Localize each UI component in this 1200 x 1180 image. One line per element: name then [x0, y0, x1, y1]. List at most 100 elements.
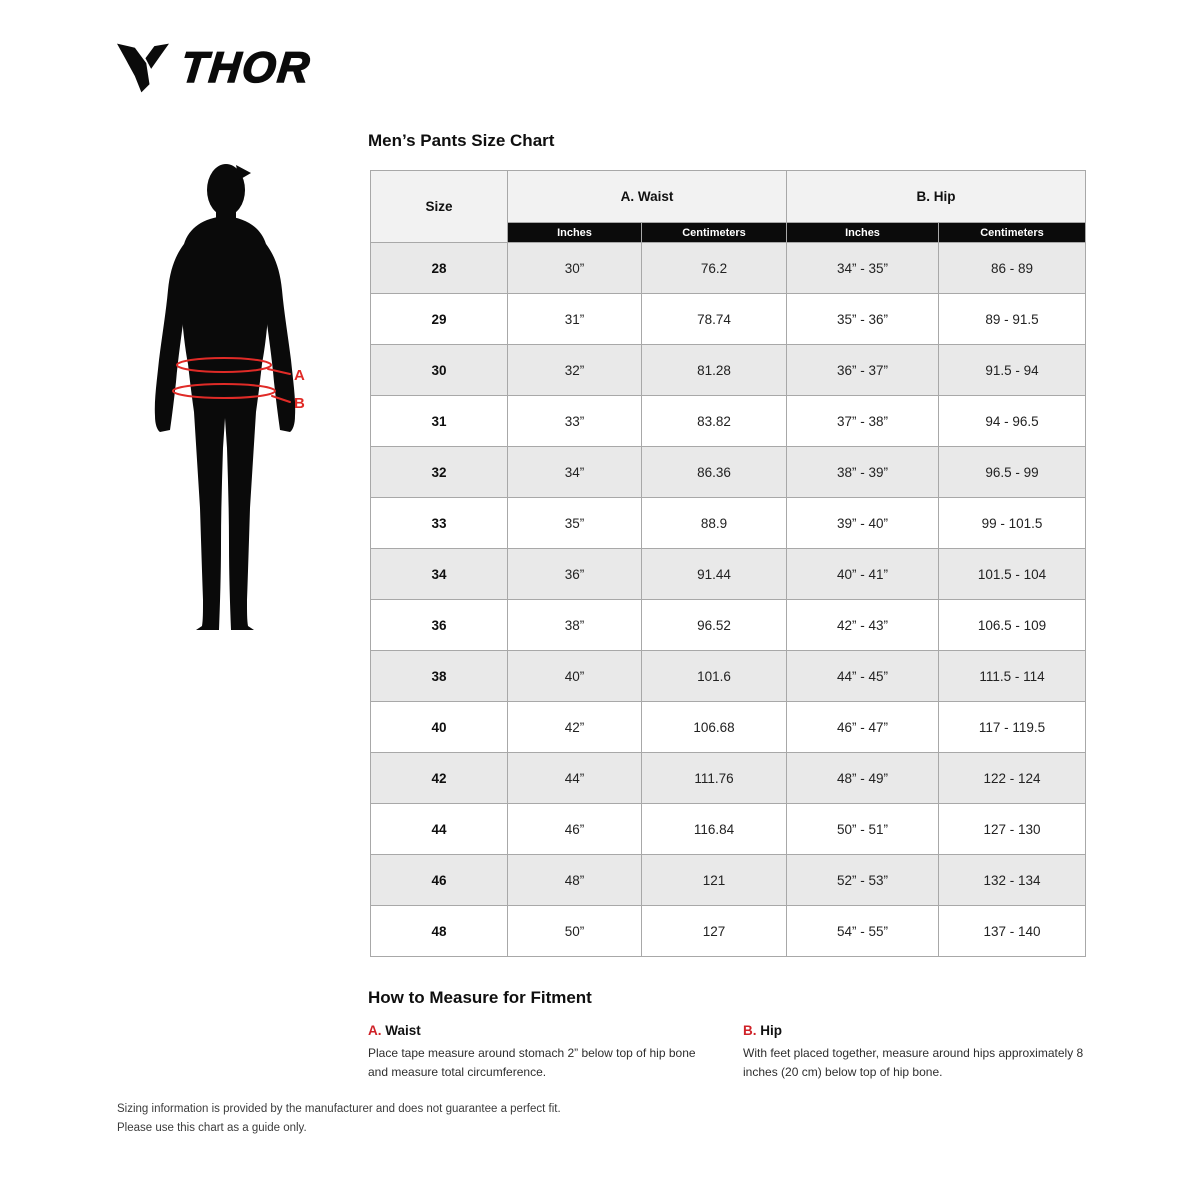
silhouette-right-arm	[260, 244, 296, 432]
subheader-hip-centimeters: Centimeters	[938, 222, 1087, 243]
cell-hip_cm: 94 - 96.5	[938, 395, 1087, 447]
measure-hip-heading: B. Hip	[743, 1023, 1113, 1038]
cell-waist_in: 50”	[507, 905, 642, 957]
brand-logo: THOR	[117, 42, 314, 94]
size-table-body: 28 30” 76.2 34” - 35” 86 - 89 29 31” 78.74 35” -…	[370, 242, 1087, 957]
table-row: 48 50” 127 54” - 55” 137 - 140	[370, 905, 1087, 957]
table-row: 46 48” 121 52” - 53” 132 - 134	[370, 854, 1087, 906]
cell-hip_cm: 122 - 124	[938, 752, 1087, 804]
cell-hip_in: 42” - 43”	[786, 599, 940, 651]
table-row: 42 44” 111.76 48” - 49” 122 - 124	[370, 752, 1087, 804]
measure-waist-text: Place tape measure around stomach 2” bel…	[368, 1046, 696, 1079]
table-row: 29 31” 78.74 35” - 36” 89 - 91.5	[370, 293, 1087, 345]
silhouette-torso-legs	[179, 216, 271, 630]
cell-hip_in: 50” - 51”	[786, 803, 940, 855]
cell-hip_in: 38” - 39”	[786, 446, 940, 498]
cell-hip_in: 37” - 38”	[786, 395, 940, 447]
cell-waist_cm: 101.6	[640, 650, 788, 702]
measure-hip-name: Hip	[760, 1023, 783, 1038]
cell-waist_cm: 111.76	[640, 752, 788, 804]
subheader-waist-inches: Inches	[507, 222, 642, 243]
cell-hip_in: 54” - 55”	[786, 905, 940, 957]
table-row: 40 42” 106.68 46” - 47” 117 - 119.5	[370, 701, 1087, 753]
cell-hip_cm: 101.5 - 104	[938, 548, 1087, 600]
cell-hip_cm: 86 - 89	[938, 242, 1087, 294]
cell-waist_in: 48”	[507, 854, 642, 906]
size-table: Size A. Waist B. Hip Inches Centimeters …	[370, 170, 1087, 957]
cell-hip_cm: 106.5 - 109	[938, 599, 1087, 651]
cell-waist_cm: 76.2	[640, 242, 788, 294]
cell-waist_in: 44”	[507, 752, 642, 804]
cell-waist_in: 33”	[507, 395, 642, 447]
cell-waist_cm: 116.84	[640, 803, 788, 855]
waist-leader-line	[267, 368, 291, 375]
table-row: 44 46” 116.84 50” - 51” 127 - 130	[370, 803, 1087, 855]
cell-waist_cm: 106.68	[640, 701, 788, 753]
measure-waist-letter: A.	[368, 1023, 382, 1038]
cell-size: 32	[370, 446, 508, 498]
cell-waist_in: 30”	[507, 242, 642, 294]
cell-hip_cm: 137 - 140	[938, 905, 1087, 957]
subheader-waist-centimeters: Centimeters	[640, 222, 788, 243]
cell-size: 48	[370, 905, 508, 957]
cell-waist_in: 32”	[507, 344, 642, 396]
measure-waist-name: Waist	[385, 1023, 421, 1038]
silhouette-left-arm	[154, 244, 190, 432]
cell-size: 34	[370, 548, 508, 600]
mens-body-silhouette: A B	[154, 164, 305, 630]
cell-size: 44	[370, 803, 508, 855]
cell-hip_cm: 96.5 - 99	[938, 446, 1087, 498]
cell-hip_in: 48” - 49”	[786, 752, 940, 804]
cell-waist_cm: 78.74	[640, 293, 788, 345]
cell-waist_cm: 127	[640, 905, 788, 957]
cell-waist_in: 46”	[507, 803, 642, 855]
cell-hip_in: 44” - 45”	[786, 650, 940, 702]
cell-waist_in: 36”	[507, 548, 642, 600]
cell-waist_cm: 121	[640, 854, 788, 906]
cell-size: 31	[370, 395, 508, 447]
howto-title: How to Measure for Fitment	[368, 988, 592, 1007]
subheader-hip-inches: Inches	[786, 222, 940, 243]
cell-waist_in: 34”	[507, 446, 642, 498]
cell-waist_in: 38”	[507, 599, 642, 651]
table-row: 28 30” 76.2 34” - 35” 86 - 89	[370, 242, 1087, 294]
cell-waist_cm: 88.9	[640, 497, 788, 549]
footer-note: Sizing information is provided by the ma…	[117, 1100, 561, 1138]
waist-measure-line	[176, 357, 272, 373]
cell-waist_cm: 96.52	[640, 599, 788, 651]
measure-waist-block: A. Waist Place tape measure around stoma…	[368, 1023, 713, 1081]
waist-label-a: A	[294, 367, 305, 384]
header-hip: B. Hip	[786, 170, 1087, 223]
cell-size: 40	[370, 701, 508, 753]
cell-waist_cm: 81.28	[640, 344, 788, 396]
cell-hip_cm: 127 - 130	[938, 803, 1087, 855]
cell-hip_cm: 117 - 119.5	[938, 701, 1087, 753]
cell-size: 42	[370, 752, 508, 804]
cell-waist_in: 40”	[507, 650, 642, 702]
cell-waist_in: 35”	[507, 497, 642, 549]
cell-hip_in: 46” - 47”	[786, 701, 940, 753]
page-title: Men’s Pants Size Chart	[368, 131, 555, 150]
cell-waist_in: 42”	[507, 701, 642, 753]
cell-size: 30	[370, 344, 508, 396]
cell-hip_in: 34” - 35”	[786, 242, 940, 294]
cell-hip_in: 36” - 37”	[786, 344, 940, 396]
cell-waist_in: 31”	[507, 293, 642, 345]
hip-label-b: B	[294, 395, 305, 412]
thor-horns-icon	[117, 43, 169, 93]
cell-size: 28	[370, 242, 508, 294]
cell-hip_cm: 111.5 - 114	[938, 650, 1087, 702]
cell-hip_in: 40” - 41”	[786, 548, 940, 600]
cell-size: 29	[370, 293, 508, 345]
cell-hip_cm: 89 - 91.5	[938, 293, 1087, 345]
cell-size: 46	[370, 854, 508, 906]
table-row: 38 40” 101.6 44” - 45” 111.5 - 114	[370, 650, 1087, 702]
header-waist: A. Waist	[506, 170, 788, 223]
cell-hip_in: 35” - 36”	[786, 293, 940, 345]
measure-hip-letter: B.	[743, 1023, 757, 1038]
table-row: 34 36” 91.44 40” - 41” 101.5 - 104	[370, 548, 1087, 600]
cell-waist_cm: 83.82	[640, 395, 788, 447]
hip-measure-line	[172, 383, 276, 399]
footer-line-1: Sizing information is provided by the ma…	[117, 1103, 561, 1115]
cell-hip_in: 52” - 53”	[786, 854, 940, 906]
